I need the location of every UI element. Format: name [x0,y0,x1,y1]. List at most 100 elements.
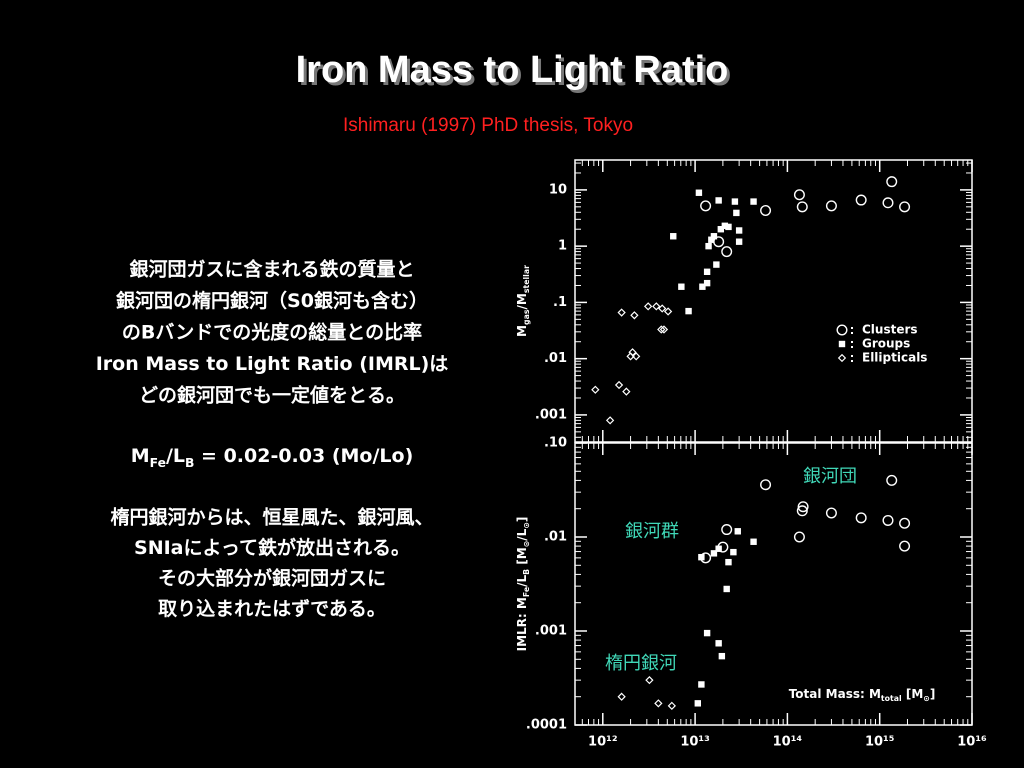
data-point [678,283,685,290]
data-point [718,652,726,660]
x-axis-label-part: ⊙ [923,694,930,703]
x-axis-label-part: Total Mass: M [789,687,881,701]
data-point [725,558,732,566]
data-point [708,236,715,243]
data-point [667,701,676,710]
data-point [698,553,705,561]
data-point [899,201,911,213]
legend-colon [851,355,853,357]
data-point [882,197,894,209]
y-axis-label-part: B [522,569,531,575]
data-point [657,325,666,334]
body-line: Iron Mass to Light Ratio (IMRL)は [96,353,449,375]
data-point [630,311,639,320]
data-point [750,198,757,205]
data-point [703,629,711,637]
data-point [734,528,741,535]
legend-symbol [837,353,847,363]
data-point [645,676,654,685]
y-axis-label-part: /M [515,293,529,309]
y-axis-label-part: stellar [522,265,531,293]
data-point [855,512,867,524]
x-tick-label: 10¹⁶ [957,735,987,750]
data-point [715,545,722,552]
y-axis-label-part: Fe [522,587,531,597]
data-point [886,176,898,188]
legend-colon [851,346,853,348]
body-line: のBバンドでの光度の総量との比率 [122,321,422,344]
data-point [730,548,737,556]
annotation: 銀河団 [803,466,857,487]
body-line: 取り込まれたはずである。 [158,598,386,620]
legend-colon [851,360,853,362]
y-axis-label-part: ] [515,517,529,522]
data-point [750,538,757,545]
y-axis-label-part: /L [515,528,529,540]
data-point [723,585,730,593]
formula-part: Fe [150,456,166,470]
y-tick-label: .10 [544,436,567,451]
data-point [721,222,729,230]
data-point [855,194,867,206]
data-point [715,197,722,204]
data-point [703,279,711,287]
x-axis-label-part: [M [902,687,924,701]
data-point [694,700,702,707]
data-point [699,283,706,290]
data-point [685,307,692,315]
data-point [717,226,725,233]
formula-part: B [185,456,194,470]
body-line: SNIaによって鉄が放出される。 [134,536,410,559]
data-point [663,307,673,316]
data-point [735,238,743,245]
data-point [899,517,911,529]
y-tick-label: 10 [549,182,567,197]
data-point [659,325,669,334]
data-point [899,540,911,552]
data-point [591,385,600,394]
y-axis-label: Mgas/Mstellar [515,265,531,337]
y-tick-label: .01 [544,530,567,545]
data-point [622,387,631,396]
body-line: どの銀河団でも一定値をとる。 [139,384,405,407]
data-point [643,302,653,311]
data-point [652,302,661,311]
y-axis-label-part: ⊙ [522,522,531,529]
data-point [796,201,808,213]
subtitle: Ishimaru (1997) PhD thesis, Tokyo [343,115,633,136]
data-point [793,189,805,201]
data-point [710,233,718,240]
annotation: 銀河群 [625,521,679,542]
x-tick-label: 10¹⁴ [773,735,803,750]
data-point [735,227,743,234]
data-point [825,200,837,212]
title-shadow: Iron Mass to Light Ratio [299,52,732,94]
x-axis-label: Total Mass: Mtotal [M⊙] [789,687,936,703]
data-point [796,505,808,517]
y-tick-label: .001 [535,624,567,639]
data-point [695,189,703,196]
data-point [882,514,894,526]
data-point [721,246,733,258]
data-point [698,681,705,688]
y-axis-label-part: IMLR: M [515,597,529,651]
x-tick-label: 10¹⁵ [865,735,894,750]
x-axis-label-part: total [881,694,902,703]
formula-part: = 0.02-0.03 (Mo/Lo) [194,445,413,467]
x-tick-label: 10¹² [588,735,617,750]
y-axis-label-part: M [515,325,529,337]
y-axis-label-part: [M [515,547,529,569]
body-line: 楕円銀河からは、恒星風た、銀河風、 [110,506,433,529]
data-point [705,242,712,250]
legend-label: Ellipticals [862,351,927,365]
data-point [617,308,626,317]
legend-label: Groups [862,337,910,351]
data-point [605,416,615,425]
data-point [670,233,677,240]
data-point [703,268,711,276]
data-point [614,380,624,390]
legend-symbol [838,340,846,348]
